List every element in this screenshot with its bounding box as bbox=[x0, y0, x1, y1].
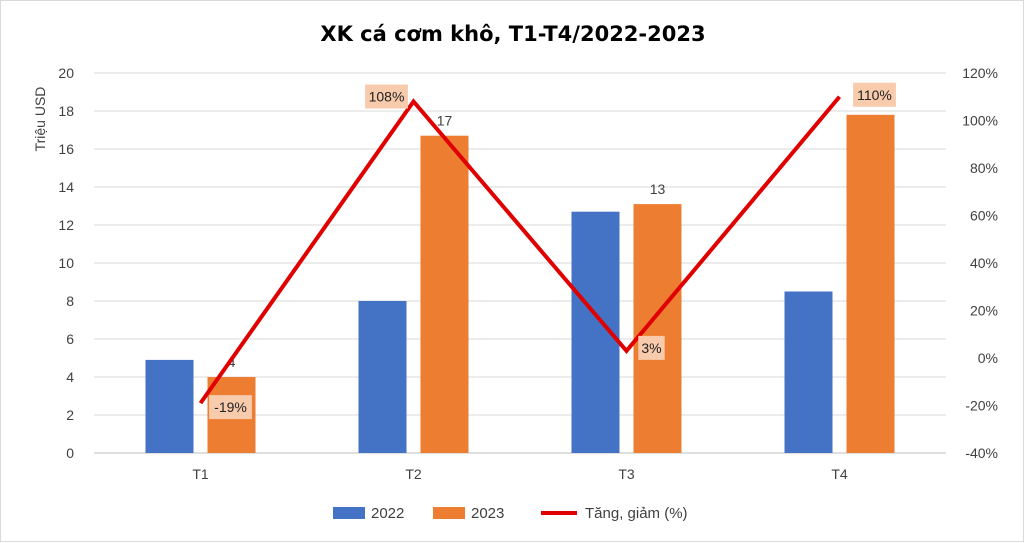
chart-title: XK cá cơm khô, T1-T4/2022-2023 bbox=[320, 22, 705, 46]
y-axis-label: Triệu USD bbox=[32, 87, 48, 152]
percent-data-label: -19% bbox=[214, 399, 247, 415]
legend-swatch-2023 bbox=[433, 507, 465, 519]
legend-label: 2023 bbox=[471, 505, 504, 522]
bar-data-label: 13 bbox=[650, 181, 666, 197]
y2-tick-label: 80% bbox=[970, 160, 998, 176]
y-tick-label: 10 bbox=[58, 255, 74, 271]
bar-2023-T2 bbox=[420, 135, 469, 453]
legend: 2022 2023 Tăng, giảm (%) bbox=[333, 505, 688, 522]
legend-swatch-2022 bbox=[333, 507, 365, 519]
y2-tick-label: -40% bbox=[965, 445, 998, 461]
y-tick-label: 2 bbox=[66, 407, 74, 423]
y2-tick-label: 40% bbox=[970, 255, 998, 271]
y-tick-label: 20 bbox=[58, 65, 74, 81]
percent-label-box bbox=[209, 395, 252, 420]
percent-label-box bbox=[853, 82, 896, 107]
y-tick-label: 6 bbox=[66, 331, 74, 347]
percent-line-path bbox=[198, 95, 842, 405]
x-category-label: T1 bbox=[192, 466, 209, 482]
x-category-label: T4 bbox=[831, 466, 848, 482]
y-tick-label: 14 bbox=[58, 179, 74, 195]
y-tick-label: 4 bbox=[66, 369, 74, 385]
y-axis-ticks: 0 2 4 6 8 10 12 14 16 18 20 bbox=[58, 65, 74, 461]
y-tick-label: 18 bbox=[58, 103, 74, 119]
bar-data-label: 17 bbox=[437, 113, 453, 129]
y2-tick-label: -20% bbox=[965, 398, 998, 414]
percent-data-label: 3% bbox=[641, 340, 661, 356]
y-tick-label: 0 bbox=[66, 445, 74, 461]
bar-2022-T1 bbox=[145, 359, 194, 453]
bar-2023-T3 bbox=[633, 204, 682, 453]
x-category-label: T2 bbox=[405, 466, 422, 482]
x-axis-categories: T1 T2 T3 T4 bbox=[192, 466, 848, 482]
percent-data-label: 108% bbox=[369, 89, 405, 105]
legend-label: 2022 bbox=[371, 505, 404, 522]
bar-2023-T4 bbox=[846, 114, 895, 454]
y2-tick-label: 100% bbox=[962, 113, 998, 129]
y-tick-label: 8 bbox=[66, 293, 74, 309]
legend-label: Tăng, giảm (%) bbox=[585, 505, 688, 522]
x-category-label: T3 bbox=[618, 466, 635, 482]
percent-label-box bbox=[365, 84, 408, 109]
y2-axis-ticks: -40% -20% 0% 20% 40% 60% 80% 100% 120% bbox=[962, 65, 998, 461]
y-tick-label: 16 bbox=[58, 141, 74, 157]
y2-tick-label: 120% bbox=[962, 65, 998, 81]
percent-line: -19% 108% 3% 110% bbox=[198, 82, 896, 420]
percent-label-box bbox=[638, 335, 665, 360]
bar-2022-T2 bbox=[358, 301, 407, 453]
bar-2022-T4 bbox=[784, 291, 833, 453]
y-tick-label: 12 bbox=[58, 217, 74, 233]
y2-tick-label: 0% bbox=[978, 350, 998, 366]
percent-data-label: 110% bbox=[857, 87, 892, 103]
y2-tick-label: 20% bbox=[970, 303, 998, 319]
y2-tick-label: 60% bbox=[970, 208, 998, 224]
